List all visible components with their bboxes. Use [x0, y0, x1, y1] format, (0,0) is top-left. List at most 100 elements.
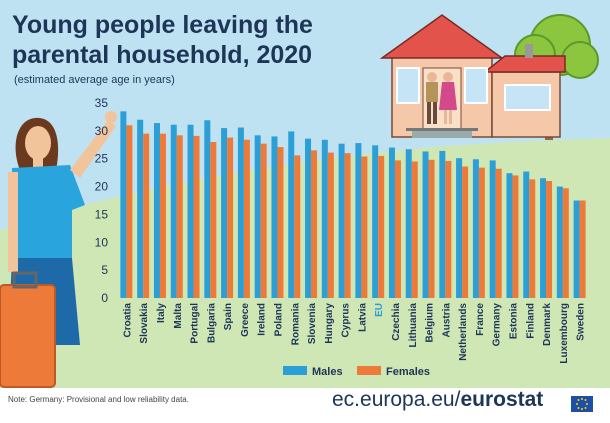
- bar-males-austria: [439, 150, 446, 298]
- bar-males-netherlands: [456, 158, 463, 298]
- title-line-2: parental household, 2020: [12, 41, 313, 69]
- chart-subtitle: (estimated average age in years): [14, 74, 175, 86]
- bar-males-romania: [288, 131, 295, 298]
- x-tick-label: Slovenia: [307, 303, 318, 345]
- y-tick-label: 35: [95, 96, 109, 110]
- bar-females-germany: [495, 168, 502, 298]
- x-tick-label: Sweden: [576, 303, 587, 341]
- bar-females-italy: [159, 133, 166, 298]
- bar-males-portugal: [187, 124, 194, 298]
- bar-females-eu: [378, 155, 385, 298]
- bar-males-cyprus: [338, 143, 345, 298]
- bar-females-denmark: [546, 181, 553, 298]
- house-icon: [379, 14, 566, 138]
- x-tick-label: Germany: [492, 303, 503, 347]
- y-tick-label: 5: [101, 263, 108, 277]
- eu-flag-icon: [571, 396, 593, 412]
- x-tick-label: Slovakia: [139, 303, 150, 344]
- bar-males-france: [472, 159, 479, 298]
- bar-males-slovenia: [305, 138, 312, 298]
- x-tick-label: Bulgaria: [206, 303, 217, 343]
- bar-females-ireland: [260, 143, 267, 298]
- bar-males-denmark: [540, 178, 547, 298]
- bar-males-slovakia: [137, 119, 144, 298]
- bar-females-poland: [277, 147, 284, 298]
- x-tick-label: Spain: [223, 303, 234, 330]
- legend-label-males: Males: [312, 366, 343, 378]
- bar-males-estonia: [506, 173, 513, 298]
- legend-swatch-males: [283, 366, 307, 375]
- bar-females-cyprus: [344, 153, 351, 298]
- x-tick-label: EU: [374, 303, 385, 317]
- bar-males-greece: [237, 127, 244, 298]
- eurostat-footer[interactable]: ec.europa.eu/eurostat: [332, 388, 543, 412]
- x-tick-label: Belgium: [425, 303, 436, 343]
- legend-swatch-females: [357, 366, 381, 375]
- footer-brand: eurostat: [460, 388, 544, 411]
- bar-females-finland: [529, 179, 536, 298]
- footer-url: ec.europa.eu/: [332, 388, 461, 411]
- bar-females-czechia: [394, 160, 401, 298]
- chart-title: Young people leaving the parental househ…: [12, 10, 392, 70]
- x-tick-label: Croatia: [122, 303, 133, 338]
- bar-females-luxembourg: [562, 188, 569, 298]
- bar-females-austria: [445, 160, 452, 298]
- bar-females-spain: [227, 137, 234, 298]
- bar-males-poland: [271, 136, 278, 298]
- bar-males-luxembourg: [556, 186, 563, 298]
- bar-males-spain: [221, 128, 228, 298]
- bar-males-lithuania: [405, 149, 412, 298]
- x-tick-label: Luxembourg: [559, 303, 570, 364]
- x-tick-label: Finland: [525, 303, 536, 339]
- bar-males-latvia: [355, 143, 362, 298]
- x-tick-label: Denmark: [542, 303, 553, 346]
- x-tick-label: Italy: [156, 303, 167, 323]
- bar-males-czechia: [388, 147, 395, 298]
- x-tick-label: Portugal: [190, 303, 201, 344]
- bar-females-croatia: [126, 125, 133, 299]
- x-tick-label: Romania: [290, 303, 301, 346]
- bar-males-ireland: [254, 135, 261, 298]
- bar-females-sweden: [579, 200, 586, 298]
- bar-females-netherlands: [462, 166, 469, 298]
- x-tick-label: Czechia: [391, 303, 402, 341]
- bar-males-malta: [170, 124, 177, 298]
- x-tick-label: Hungary: [324, 303, 335, 344]
- bar-females-bulgaria: [210, 142, 217, 298]
- bar-females-slovakia: [143, 133, 150, 298]
- y-tick-label: 15: [95, 207, 109, 221]
- bar-females-lithuania: [411, 161, 418, 298]
- bar-males-finland: [523, 171, 530, 298]
- y-tick-label: 20: [95, 180, 109, 194]
- bar-females-greece: [243, 139, 250, 298]
- x-tick-label: Ireland: [257, 303, 268, 336]
- bar-females-latvia: [361, 156, 368, 298]
- bar-males-sweden: [573, 200, 580, 298]
- x-tick-label: Austria: [441, 303, 452, 338]
- x-tick-label: Malta: [173, 303, 184, 329]
- bar-females-malta: [176, 135, 183, 298]
- x-tick-label: Cyprus: [341, 303, 352, 338]
- bar-males-hungary: [321, 139, 328, 298]
- x-tick-label: Estonia: [508, 303, 519, 340]
- y-tick-label: 0: [101, 291, 108, 305]
- bar-males-belgium: [422, 151, 429, 298]
- x-tick-label: France: [475, 303, 486, 336]
- data-note: Note: Germany: Provisional and low relia…: [8, 395, 189, 404]
- x-tick-label: Netherlands: [458, 303, 469, 361]
- woman-illustration: [0, 111, 117, 388]
- legend-label-females: Females: [386, 366, 430, 378]
- bar-females-belgium: [428, 159, 435, 298]
- bar-females-estonia: [512, 175, 519, 298]
- bar-females-portugal: [193, 135, 200, 298]
- y-tick-label: 10: [95, 235, 109, 249]
- bar-females-france: [478, 167, 485, 298]
- x-tick-label: Lithuania: [408, 303, 419, 348]
- bar-females-slovenia: [311, 150, 318, 298]
- x-tick-label: Latvia: [357, 303, 368, 332]
- y-tick-label: 25: [95, 152, 109, 166]
- bar-males-eu: [372, 145, 379, 298]
- bar-males-italy: [153, 123, 160, 298]
- bar-males-croatia: [120, 111, 127, 298]
